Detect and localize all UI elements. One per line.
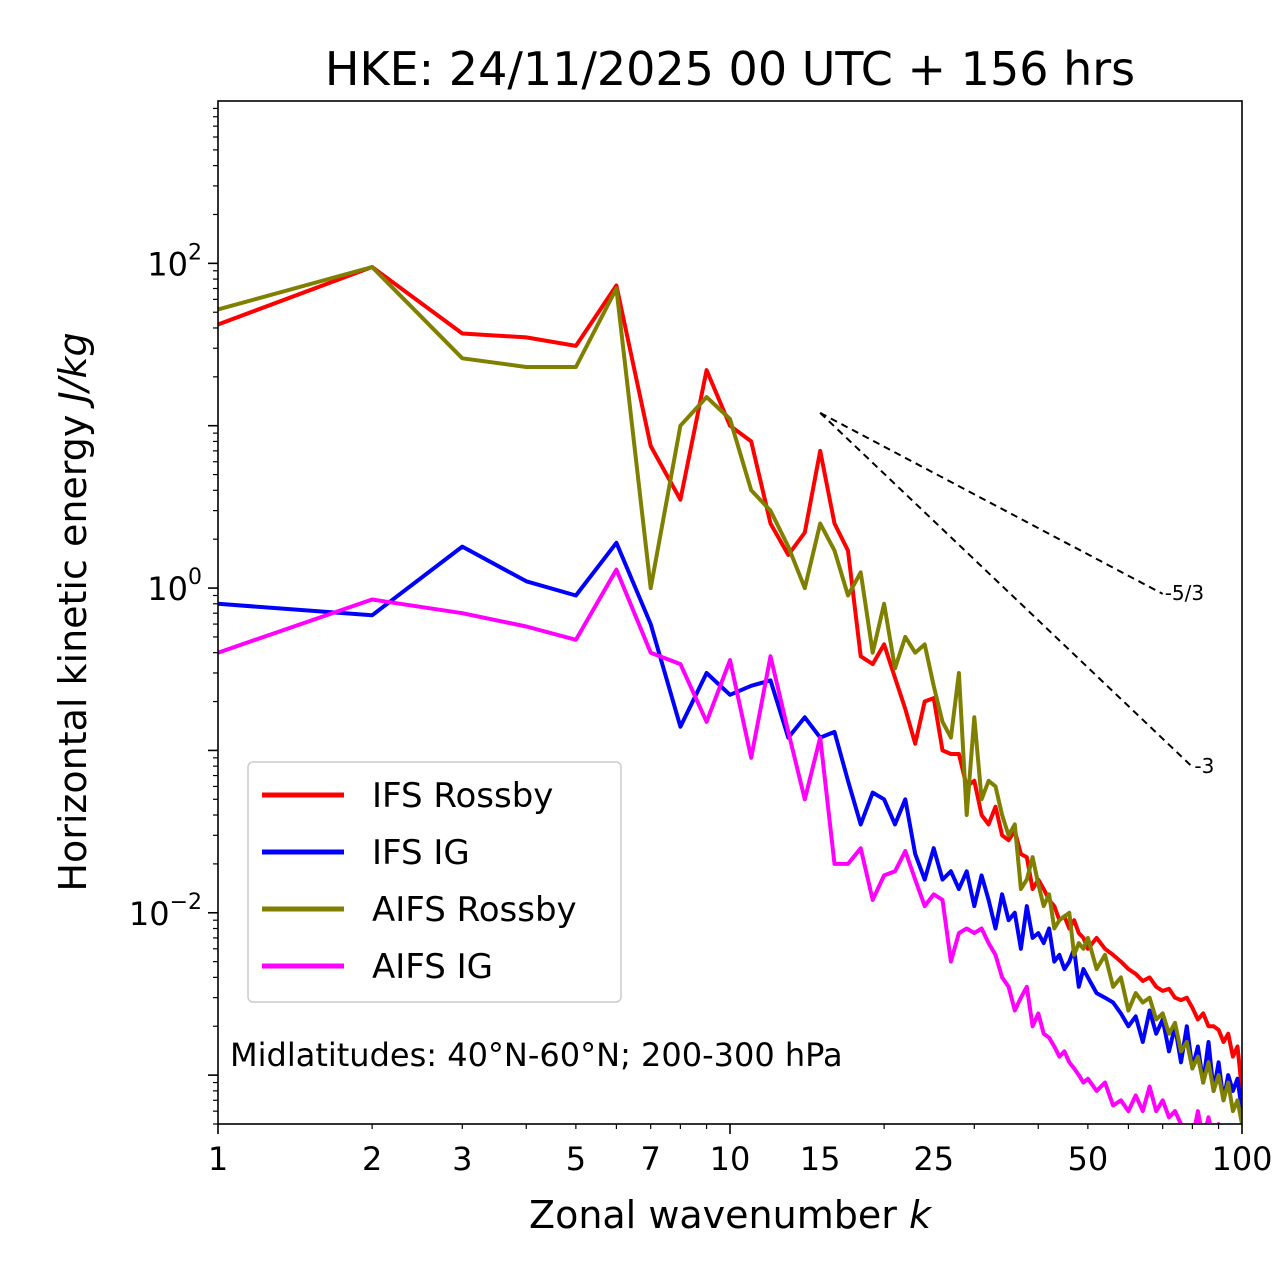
legend-label-aifs-rossby: AIFS Rossby bbox=[372, 890, 577, 930]
reference-slopes: -5/3 -3 bbox=[819, 411, 1214, 778]
series-line-aifs-ig bbox=[218, 567, 1221, 1124]
x-axis-label: Zonal wavenumber k bbox=[529, 1193, 933, 1237]
x-tick-label: 15 bbox=[800, 1140, 841, 1178]
x-tick-label: 3 bbox=[452, 1140, 472, 1178]
axis-ticks: 1 2 3 5 7 10 15 25 50 100 102 100 10−2 bbox=[129, 107, 1273, 1178]
x-tick-label: 5 bbox=[566, 1140, 586, 1178]
slope-label-3: -3 bbox=[1194, 754, 1214, 778]
legend-label-ifs-ig: IFS IG bbox=[372, 833, 470, 873]
slope-line-3 bbox=[819, 412, 1194, 768]
legend-label-ifs-rossby: IFS Rossby bbox=[372, 776, 553, 816]
y-axis-label: Horizontal kinetic energy J/kg bbox=[51, 332, 95, 891]
x-axis-variable: k bbox=[909, 1193, 933, 1237]
series-line-aifs-rossby bbox=[218, 265, 1242, 1124]
legend: IFS Rossby IFS IG AIFS Rossby AIFS IG bbox=[247, 761, 622, 1003]
x-tick-label: 7 bbox=[641, 1140, 661, 1178]
plot-frame bbox=[217, 100, 1243, 1125]
x-tick-label: 100 bbox=[1211, 1140, 1272, 1178]
y-axis-label-text: Horizontal kinetic energy bbox=[51, 415, 95, 892]
x-tick-label: 25 bbox=[913, 1140, 954, 1178]
x-tick-label: 1 bbox=[208, 1140, 228, 1178]
series-line-ifs-rossby bbox=[218, 265, 1242, 1093]
chart-title: HKE: 24/11/2025 00 UTC + 156 hrs bbox=[325, 42, 1135, 96]
legend-frame bbox=[247, 761, 622, 1003]
x-tick-label: 2 bbox=[362, 1140, 382, 1178]
region-annotation: Midlatitudes: 40°N-60°N; 200-300 hPa bbox=[230, 1036, 843, 1074]
y-tick-label: 102 bbox=[147, 240, 202, 283]
y-tick-label: 10−2 bbox=[129, 890, 202, 933]
x-tick-label: 10 bbox=[710, 1140, 751, 1178]
legend-label-aifs-ig: AIFS IG bbox=[372, 947, 493, 987]
series-layer bbox=[218, 265, 1242, 1124]
y-axis-unit: J/kg bbox=[51, 332, 95, 409]
x-axis-label-text: Zonal wavenumber bbox=[529, 1193, 897, 1237]
slope-label-5-3: -5/3 bbox=[1165, 581, 1204, 605]
x-tick-label: 50 bbox=[1068, 1140, 1109, 1178]
slope-line-5-3 bbox=[819, 411, 1164, 595]
y-tick-label: 100 bbox=[147, 565, 202, 608]
